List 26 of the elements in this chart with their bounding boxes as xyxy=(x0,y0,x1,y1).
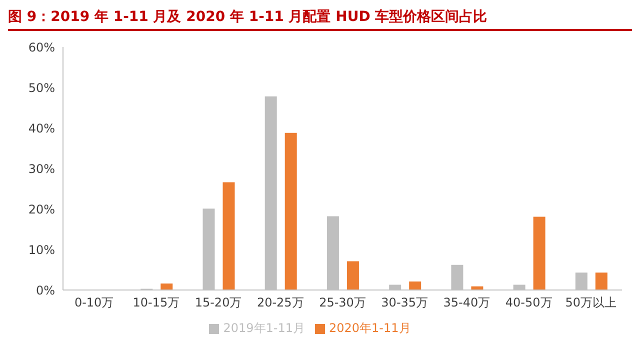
x-tick-label: 15-20万 xyxy=(194,296,242,310)
x-tick-label: 20-25万 xyxy=(256,296,304,310)
bar xyxy=(595,272,608,290)
x-tick-label: 40-50万 xyxy=(505,296,552,310)
bar xyxy=(346,261,359,290)
x-tick-label: 25-30万 xyxy=(319,296,366,310)
chart-title: 图 9：2019 年 1-11 月及 2020 年 1-11 月配置 HUD 车型价格区间占比 xyxy=(8,8,632,31)
bar xyxy=(222,182,235,290)
bar xyxy=(284,132,297,290)
bar xyxy=(409,281,422,290)
y-tick-label: 20% xyxy=(28,202,55,216)
bar xyxy=(533,216,546,290)
y-tick-label: 40% xyxy=(28,121,55,136)
x-tick-label: 30-35万 xyxy=(381,296,428,310)
legend-label: 2020年1-11月 xyxy=(329,321,411,335)
legend-label: 2019年1-11月 xyxy=(223,321,305,335)
x-tick-label: 10-15万 xyxy=(132,296,180,310)
y-tick-label: 50% xyxy=(28,80,55,95)
x-tick-label: 35-40万 xyxy=(443,296,490,310)
y-tick-label: 0% xyxy=(36,283,55,298)
x-tick-label: 0-10万 xyxy=(74,296,114,310)
y-tick-label: 10% xyxy=(28,242,55,257)
y-tick-label: 60% xyxy=(28,40,55,54)
x-tick-label: 50万以上 xyxy=(565,296,617,310)
bar xyxy=(160,284,173,290)
y-tick-label: 30% xyxy=(28,162,55,176)
